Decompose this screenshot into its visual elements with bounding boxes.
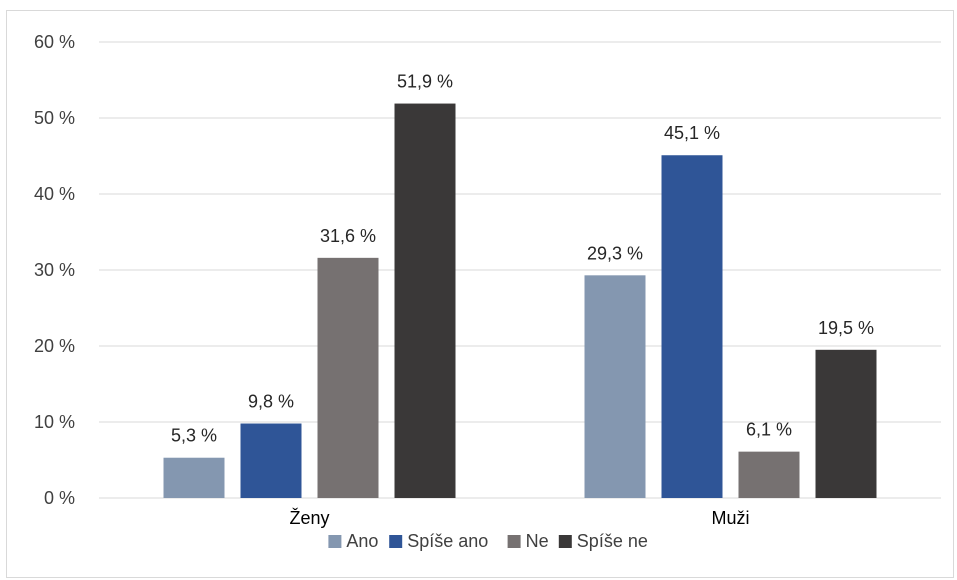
data-label: 45,1 % (664, 123, 720, 143)
bar (240, 423, 302, 498)
data-label: 19,5 % (818, 318, 874, 338)
legend-swatch (389, 535, 403, 548)
y-tick-label: 20 % (34, 336, 75, 356)
legend-label: Spíše ano (407, 531, 488, 551)
data-label: 31,6 % (320, 226, 376, 246)
y-tick-label: 60 % (34, 32, 75, 52)
bar (661, 155, 723, 499)
y-tick-label: 40 % (34, 184, 75, 204)
data-label: 9,8 % (248, 392, 294, 412)
legend-swatch (507, 535, 521, 548)
data-label: 6,1 % (746, 420, 792, 440)
bar (738, 451, 800, 498)
y-tick-label: 10 % (34, 412, 75, 432)
y-tick-label: 30 % (34, 260, 75, 280)
bar (394, 103, 456, 498)
legend-label: Ano (346, 531, 378, 551)
data-label: 51,9 % (397, 72, 453, 92)
legend-swatch (328, 535, 342, 548)
bar (584, 275, 646, 498)
data-label: 29,3 % (587, 243, 643, 263)
y-tick-label: 0 % (44, 488, 75, 508)
bar-chart: 0 % 10 % 20 % 30 % 40 % 50 % 60 % 5,3 % 9,8 % 31,… (34, 32, 941, 551)
bar (815, 349, 877, 498)
x-category-label: Ženy (289, 508, 329, 528)
data-label: 5,3 % (171, 426, 217, 446)
legend-label: Spíše ne (577, 531, 648, 551)
legend-swatch (558, 535, 572, 548)
legend-label: Ne (526, 531, 549, 551)
chart-frame: 0 % 10 % 20 % 30 % 40 % 50 % 60 % 5,3 % 9,8 % 31,… (6, 10, 954, 578)
y-tick-label: 50 % (34, 108, 75, 128)
bar (317, 257, 379, 498)
bar (163, 457, 225, 498)
x-category-label: Muži (711, 508, 749, 528)
